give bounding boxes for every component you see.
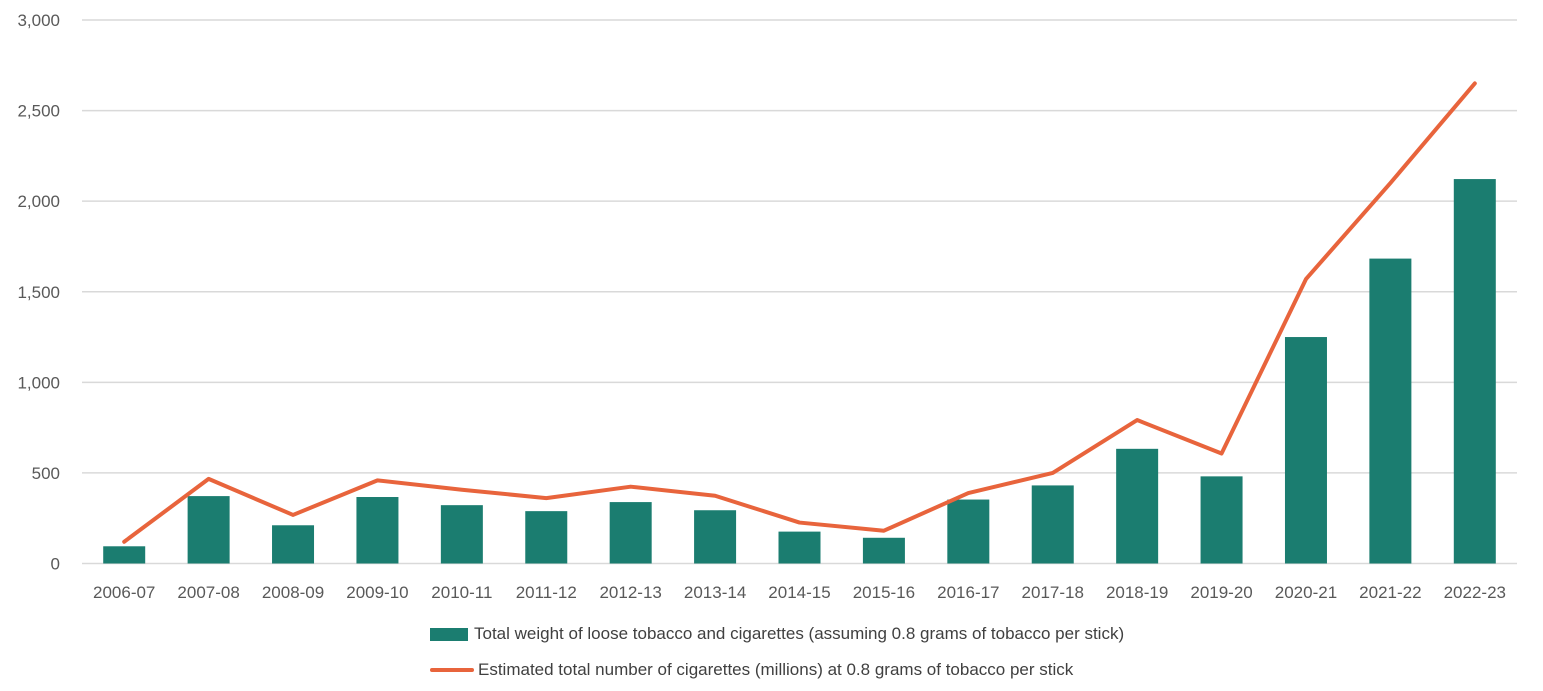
bar <box>525 511 568 564</box>
bar <box>947 499 990 564</box>
legend-swatch-bar <box>430 627 468 641</box>
x-tick-label: 2019-20 <box>1190 583 1252 602</box>
gridlines <box>82 19 1517 565</box>
y-tick-label: 3,000 <box>17 11 60 30</box>
y-tick-label: 1,500 <box>17 283 60 302</box>
x-tick-label: 2018-19 <box>1106 583 1168 602</box>
y-tick-label: 500 <box>32 464 60 483</box>
x-tick-label: 2012-13 <box>599 583 661 602</box>
x-tick-label: 2022-23 <box>1444 583 1506 602</box>
bar <box>356 497 399 564</box>
bar <box>440 505 483 564</box>
x-tick-label: 2020-21 <box>1275 583 1337 602</box>
legend-label-line: Estimated total number of cigarettes (mi… <box>478 660 1074 679</box>
y-tick-label: 2,000 <box>17 192 60 211</box>
line-series <box>122 81 1477 544</box>
x-tick-label: 2010-11 <box>431 583 492 602</box>
x-tick-label: 2007-08 <box>177 583 239 602</box>
x-tick-label: 2014-15 <box>768 583 830 602</box>
bar <box>694 510 737 564</box>
y-axis-ticks: 0 500 1,000 1,500 2,000 2,500 3,000 <box>17 11 60 574</box>
x-tick-label: 2021-22 <box>1359 583 1421 602</box>
bar <box>272 525 315 564</box>
bar <box>609 502 652 564</box>
bar <box>1453 179 1496 564</box>
bar <box>103 546 146 564</box>
bar <box>187 496 230 564</box>
bar-series <box>103 179 1496 564</box>
y-tick-label: 0 <box>51 555 60 574</box>
x-tick-label: 2009-10 <box>346 583 408 602</box>
bar <box>1284 337 1327 564</box>
x-tick-label: 2016-17 <box>937 583 999 602</box>
bar <box>1031 485 1074 564</box>
bar <box>1369 258 1412 564</box>
bar <box>778 531 821 564</box>
x-tick-label: 2006-07 <box>93 583 155 602</box>
legend-label-bar: Total weight of loose tobacco and cigare… <box>474 624 1125 643</box>
bar <box>1116 448 1159 564</box>
x-tick-label: 2008-09 <box>262 583 324 602</box>
y-tick-label: 2,500 <box>17 102 60 121</box>
x-tick-label: 2017-18 <box>1022 583 1084 602</box>
bar <box>1200 476 1243 564</box>
legend-item-line: Estimated total number of cigarettes (mi… <box>430 660 1073 680</box>
legend-item-bar: Total weight of loose tobacco and cigare… <box>430 624 1124 644</box>
legend-swatch-line <box>430 668 474 672</box>
bar <box>862 537 905 564</box>
x-tick-label: 2013-14 <box>684 583 746 602</box>
x-tick-label: 2015-16 <box>853 583 915 602</box>
x-tick-label: 2011-12 <box>516 583 577 602</box>
y-tick-label: 1,000 <box>17 373 60 392</box>
x-axis-ticks: 2006-07 2007-08 2008-09 2009-10 2010-11 2011-… <box>93 583 1506 602</box>
